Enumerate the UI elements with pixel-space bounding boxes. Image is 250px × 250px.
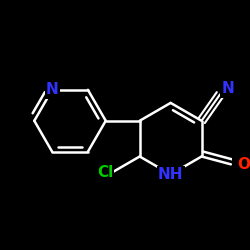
Text: NH: NH	[158, 167, 184, 182]
Text: O: O	[238, 157, 250, 172]
Text: Cl: Cl	[97, 165, 113, 180]
Text: N: N	[46, 82, 58, 97]
Text: N: N	[221, 81, 234, 96]
